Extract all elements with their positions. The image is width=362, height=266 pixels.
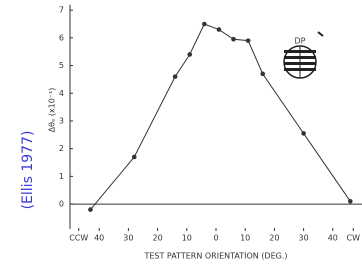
x-tick-label: 0: [213, 234, 218, 243]
x-tick-label: 40: [94, 234, 104, 243]
x-tick-label: 30: [299, 234, 309, 243]
y-tick-label: 3: [59, 116, 64, 125]
citation: (Ellis 1977): [20, 131, 36, 210]
data-point: [173, 74, 178, 79]
x-tick-label: 40: [328, 234, 338, 243]
y-tick-label: 0: [59, 200, 64, 209]
y-tick-label: 4: [59, 89, 64, 98]
x-tick-label: CCW: [69, 234, 88, 243]
icon-label: DP: [295, 37, 306, 46]
data-point: [217, 27, 222, 32]
y-tick-label: 2: [59, 144, 64, 153]
y-tick-label: 5: [59, 61, 64, 70]
y-tick-label: 6: [59, 33, 64, 42]
data-point: [231, 37, 236, 42]
x-tick-label: 10: [240, 234, 250, 243]
x-tick-label: 20: [153, 234, 163, 243]
data-point: [88, 207, 93, 212]
x-tick-label: 30: [123, 234, 133, 243]
x-tick-label: 10: [182, 234, 192, 243]
x-tick-label: 20: [269, 234, 279, 243]
y-axis-label: Δθₑ (x10⁻¹): [48, 88, 57, 133]
data-point: [187, 52, 192, 57]
y-tick-label: 7: [59, 6, 64, 15]
data-point: [132, 155, 137, 160]
data-point: [246, 38, 251, 43]
y-tick-label: 1: [59, 172, 64, 181]
data-point: [202, 22, 207, 27]
chart: (Ellis 1977) Δθₑ (x10⁻¹) TEST PATTERN OR…: [0, 0, 362, 266]
data-point: [260, 72, 265, 77]
x-tick-label: CW: [346, 234, 360, 243]
data-point: [348, 199, 353, 204]
x-axis-label: TEST PATTERN ORIENTATION (DEG.): [143, 252, 287, 261]
data-point: [301, 131, 306, 136]
